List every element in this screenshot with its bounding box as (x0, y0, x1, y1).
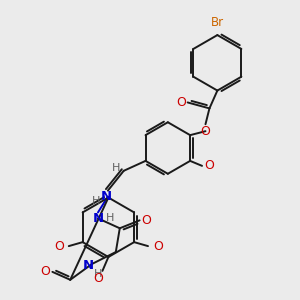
Text: O: O (142, 214, 152, 227)
Text: H: H (94, 269, 102, 279)
Text: Br: Br (211, 16, 224, 29)
Text: N: N (92, 212, 104, 225)
Text: H: H (92, 196, 100, 206)
Text: H: H (112, 163, 120, 173)
Text: O: O (204, 159, 214, 172)
Text: N: N (100, 190, 112, 203)
Text: N: N (82, 260, 94, 272)
Text: H: H (106, 213, 114, 224)
Text: O: O (200, 125, 210, 138)
Text: O: O (40, 266, 50, 278)
Text: O: O (153, 240, 163, 253)
Text: O: O (54, 240, 64, 253)
Text: O: O (176, 96, 186, 109)
Text: O: O (94, 272, 103, 285)
